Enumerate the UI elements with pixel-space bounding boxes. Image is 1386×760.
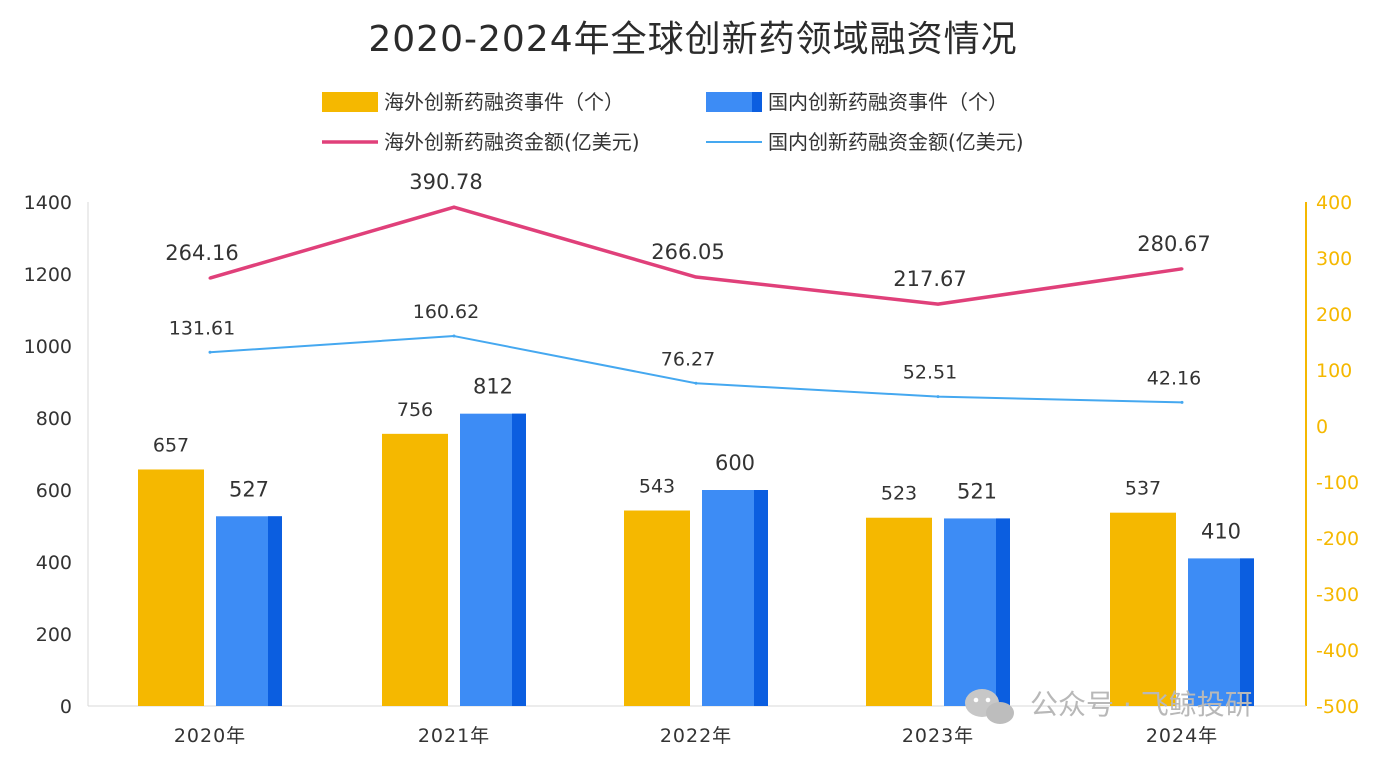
right-tick-label: -200	[1316, 528, 1359, 550]
legend-label: 国内创新药融资金额(亿美元)	[768, 130, 1024, 154]
bar-label-overseas-events: 543	[639, 476, 675, 498]
right-tick-label: 100	[1316, 360, 1352, 382]
line-label-overseas-amount: 390.78	[409, 170, 482, 194]
watermark: 公众号 · 飞鲸投研	[965, 688, 1253, 724]
bar-domestic-events-side	[754, 490, 768, 706]
right-tick-label: 200	[1316, 304, 1352, 326]
right-tick-label: 400	[1316, 192, 1352, 214]
right-tick-label: 0	[1316, 416, 1328, 438]
bar-overseas-events	[866, 517, 932, 706]
x-tick-label: 2023年	[902, 725, 974, 747]
line-label-overseas-amount: 280.67	[1137, 232, 1210, 256]
bar-overseas-events	[138, 469, 204, 706]
x-tick-label: 2024年	[1146, 725, 1218, 747]
point-overseas-amount	[208, 276, 212, 280]
bar-domestic-events-side	[268, 516, 282, 706]
line-label-overseas-amount: 266.05	[651, 240, 724, 264]
bar-domestic-events-side	[1240, 558, 1254, 706]
chart-title: 2020-2024年全球创新药领域融资情况	[368, 19, 1018, 60]
line-label-overseas-amount: 264.16	[165, 241, 238, 265]
legend-label: 海外创新药融资事件（个）	[384, 90, 624, 114]
x-tick-label: 2020年	[174, 725, 246, 747]
legend-label: 海外创新药融资金额(亿美元)	[384, 130, 640, 154]
bar-domestic-events-side	[512, 413, 526, 706]
bar-label-overseas-events: 657	[153, 434, 189, 456]
wechat-icon	[965, 689, 1014, 724]
left-tick-label: 1200	[24, 264, 72, 286]
bar-label-domestic-events: 527	[229, 477, 269, 501]
left-tick-label: 400	[36, 552, 72, 574]
point-domestic-amount	[208, 350, 212, 354]
x-tick-label: 2021年	[418, 725, 490, 747]
left-tick-label: 600	[36, 480, 72, 502]
bar-label-domestic-events: 600	[715, 451, 755, 475]
bar-overseas-events	[1110, 512, 1176, 706]
line-label-domestic-amount: 76.27	[661, 348, 715, 370]
point-overseas-amount	[1180, 267, 1184, 271]
point-overseas-amount	[936, 302, 940, 306]
legend-swatch-side	[752, 92, 762, 112]
line-label-domestic-amount: 42.16	[1147, 367, 1201, 389]
left-tick-label: 0	[60, 696, 72, 718]
line-label-domestic-amount: 52.51	[903, 362, 957, 384]
line-label-domestic-amount: 131.61	[169, 317, 235, 339]
bar-domestic-events-side	[996, 518, 1010, 706]
left-tick-label: 1400	[24, 192, 72, 214]
bar-label-overseas-events: 537	[1125, 478, 1161, 500]
line-label-domestic-amount: 160.62	[413, 301, 479, 323]
legend-swatch	[322, 92, 378, 112]
right-tick-label: -500	[1316, 696, 1359, 718]
bar-label-domestic-events: 410	[1201, 519, 1241, 543]
line-label-overseas-amount: 217.67	[893, 267, 966, 291]
right-tick-label: -300	[1316, 584, 1359, 606]
point-domestic-amount	[1180, 400, 1184, 404]
right-tick-label: -100	[1316, 472, 1359, 494]
bar-overseas-events	[382, 433, 448, 706]
legend-label: 国内创新药融资事件（个）	[768, 90, 1008, 114]
bar-label-domestic-events: 812	[473, 375, 513, 399]
point-overseas-amount	[694, 275, 698, 279]
right-tick-label: 300	[1316, 248, 1352, 270]
legend-swatch	[706, 92, 762, 112]
point-domestic-amount	[936, 395, 940, 399]
bar-label-overseas-events: 523	[881, 483, 917, 505]
point-domestic-amount	[694, 381, 698, 385]
point-overseas-amount	[452, 205, 456, 209]
left-tick-label: 1000	[24, 336, 72, 358]
bar-label-domestic-events: 521	[957, 479, 997, 503]
point-domestic-amount	[452, 334, 456, 338]
bar-overseas-events	[624, 510, 690, 706]
left-tick-label: 800	[36, 408, 72, 430]
x-tick-label: 2022年	[660, 725, 732, 747]
bar-label-overseas-events: 756	[397, 399, 433, 421]
right-tick-label: -400	[1316, 640, 1359, 662]
left-tick-label: 200	[36, 624, 72, 646]
watermark-text: 公众号 · 飞鲸投研	[1030, 688, 1253, 721]
